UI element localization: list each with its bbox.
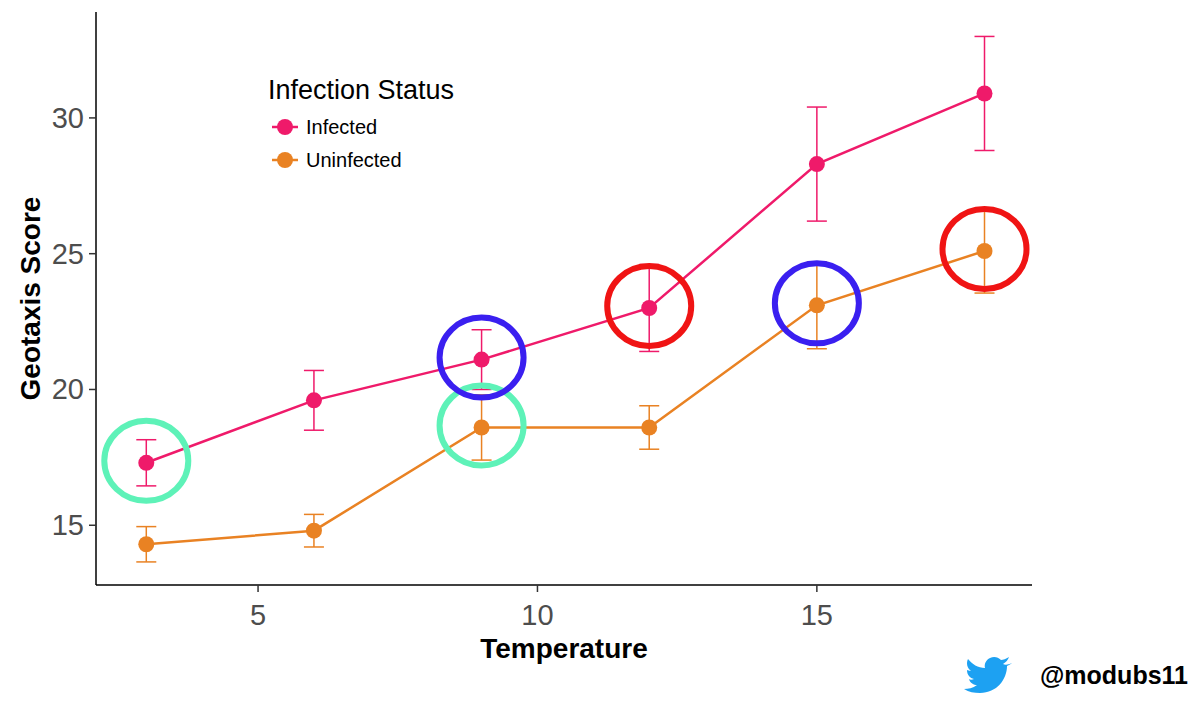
credit-text: @modubs11 [1040,661,1188,689]
y-tick [89,117,96,119]
error-bar-cap [975,150,995,152]
error-bar [136,440,156,486]
error-bar-cap [472,459,492,461]
x-tick-label: 5 [250,599,266,631]
point [641,300,657,316]
legend-label: Infected [306,116,377,138]
error-bar-cap [136,485,156,487]
y-tick-label: 15 [52,509,84,541]
twitter-bird [964,657,1012,693]
error-bar [472,330,492,390]
error-bar-cap [639,405,659,407]
error-bar-cap [807,220,827,222]
error-bar-cap [136,561,156,563]
error-bar-cap [639,448,659,450]
error-bar-cap [807,106,827,108]
error-bar-cap [304,370,324,372]
error-bar-cap [975,36,995,38]
point [809,297,825,313]
y-tick [89,525,96,527]
error-bar-cap [472,329,492,331]
point [306,523,322,539]
point [138,536,154,552]
y-axis-title: Geotaxis Score [15,197,46,401]
point [306,392,322,408]
y-tick-label: 25 [52,238,84,270]
highlight-circle [104,421,188,501]
error-bar-cap [136,526,156,528]
y-tick-label: 30 [52,102,84,134]
point [977,243,993,259]
x-tick-label: 10 [521,599,553,631]
error-bar [639,406,659,449]
y-tick [89,389,96,391]
x-axis-title: Temperature [480,633,648,664]
background [0,0,1200,706]
point [138,455,154,471]
x-tick [257,585,259,592]
highlight-circle [440,318,524,398]
plot-area [136,36,994,561]
error-bar-cap [807,348,827,350]
error-bar [304,370,324,430]
legend-marker [277,152,293,168]
highlight-circle [775,263,859,343]
legend-label: Uninfected [306,149,402,171]
error-bar-cap [304,429,324,431]
error-bar-cap [136,439,156,441]
y-tick [89,253,96,255]
y-axis [95,12,97,585]
point [474,419,490,435]
point [474,352,490,368]
series-line [146,93,984,462]
highlight-circle [607,266,691,346]
chart: 15 20 25 30 5 10 15 Temperature Geotaxis Score In… [0,0,1200,706]
error-bar [807,107,827,221]
y-tick-label: 20 [52,373,84,405]
error-bar [472,395,492,460]
chart-root: 15 20 25 30 5 10 15 Temperature Geotaxis Score In… [0,0,1200,706]
highlight-circle [943,209,1027,289]
error-bar [975,36,995,150]
legend: Infection Status Infected Uninfected [268,75,454,171]
point [641,419,657,435]
x-tick [816,585,818,592]
error-bar-cap [975,292,995,294]
x-tick [537,585,539,592]
x-axis [96,584,1032,586]
credit: @modubs11 [964,657,1188,693]
error-bar [807,262,827,349]
error-bar [639,265,659,352]
point [977,85,993,101]
error-bar-cap [304,546,324,548]
legend-title: Infection Status [268,75,454,105]
series-line [146,251,984,544]
bird-shape [964,657,1012,693]
error-bar-cap [304,514,324,516]
error-bar-cap [639,351,659,353]
error-bar [975,209,995,293]
legend-marker [277,119,293,135]
x-tick-label: 15 [801,599,833,631]
point [809,156,825,172]
error-bar [136,527,156,562]
error-bar [304,514,324,547]
